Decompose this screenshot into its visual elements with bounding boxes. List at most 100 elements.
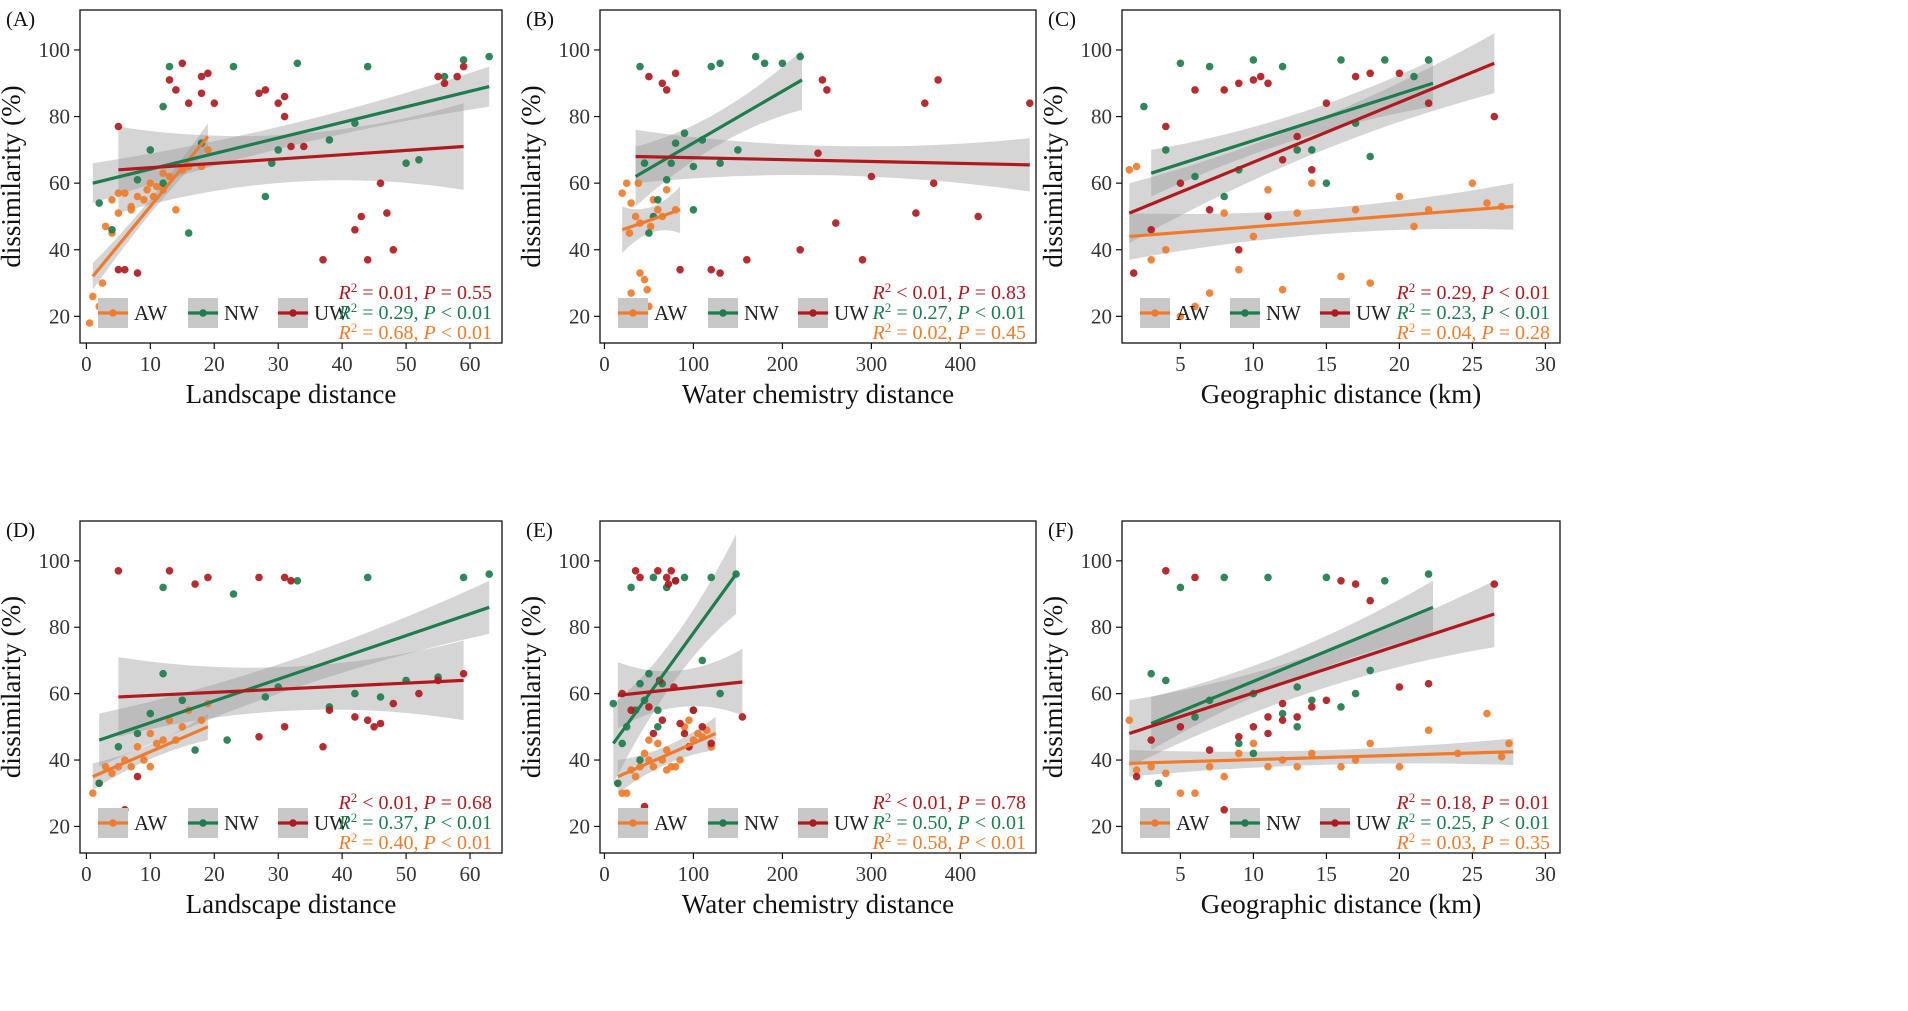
x-tick-label: 200 [767, 352, 799, 376]
data-point-uw [1264, 729, 1272, 738]
data-point-uw [255, 733, 263, 741]
plot-frame [599, 9, 1037, 344]
data-point-aw [1264, 186, 1272, 194]
legend-dot-aw [629, 819, 637, 827]
data-point-uw [255, 89, 263, 98]
x-tick-label: 200 [767, 862, 799, 886]
data-point-nw [1293, 683, 1301, 691]
data-point-aw [627, 289, 635, 297]
y-tick-label: 100 [559, 38, 591, 62]
data-point-aw [1366, 279, 1374, 287]
data-point-aw [108, 769, 116, 778]
regression-line-nw [1150, 81, 1434, 175]
y-tick-label: 60 [569, 171, 590, 195]
data-point-uw [363, 255, 372, 264]
data-point-uw [654, 567, 662, 575]
legend-dot-uw [809, 309, 817, 317]
data-point-uw [814, 149, 822, 157]
legend-dot-aw [109, 309, 117, 317]
regression-line-aw [621, 208, 681, 232]
data-point-uw [645, 72, 653, 81]
regression-line-nw [612, 573, 738, 745]
regression-line-uw [635, 154, 1030, 167]
data-point-nw [707, 62, 715, 71]
data-point-aw [152, 182, 161, 191]
data-point-nw [1381, 56, 1389, 64]
data-point-uw [631, 567, 640, 575]
data-point-uw [1264, 713, 1272, 721]
regression-line-aw [617, 732, 717, 779]
data-point-uw [415, 689, 423, 698]
data-point-nw [1337, 56, 1345, 64]
data-point-nw [1293, 723, 1301, 731]
data-point-uw [636, 573, 644, 582]
data-point-aw [1308, 749, 1316, 758]
data-point-uw [376, 179, 385, 187]
data-point-uw [738, 713, 747, 721]
data-point-nw [223, 736, 231, 744]
data-point-aw [1132, 766, 1141, 774]
stat-uw: R2 = 0.01, P = 0.55 [338, 280, 493, 305]
y-tick-label: 40 [569, 748, 590, 772]
data-point-uw [707, 265, 715, 274]
data-point-aw [649, 762, 658, 771]
data-point-uw [389, 699, 398, 708]
data-point-aw [1249, 232, 1258, 241]
x-tick-label: 30 [1535, 862, 1556, 886]
data-point-aw [631, 212, 640, 221]
x-axis-label: Water chemistry distance [682, 379, 954, 409]
x-tick-label: 300 [856, 352, 888, 376]
data-point-nw [689, 162, 698, 171]
data-point-uw [796, 246, 804, 254]
y-tick-label: 60 [49, 682, 70, 706]
data-point-uw [1220, 86, 1228, 94]
data-point-aw [671, 762, 680, 771]
data-point-nw [363, 573, 372, 582]
data-point-uw [383, 209, 391, 217]
regression-line-uw [1128, 61, 1495, 215]
data-point-aw [646, 222, 655, 231]
data-point-aw [1162, 246, 1170, 254]
legend-label-uw: UW [1356, 811, 1391, 835]
data-point-aw [622, 789, 631, 797]
y-axis-label: dissimilarity (%) [1038, 596, 1068, 778]
panel-tag: (A) [6, 7, 35, 31]
data-point-aw [1191, 302, 1199, 311]
data-point-uw [1132, 772, 1141, 781]
y-tick-label: 20 [1091, 814, 1112, 838]
legend-label-aw: AW [1176, 301, 1209, 325]
data-point-aw [1395, 192, 1404, 201]
data-point-nw [1351, 689, 1360, 698]
y-axis-label: dissimilarity (%) [0, 596, 26, 778]
data-point-nw [178, 696, 187, 705]
stat-aw: R2 = 0.40, P < 0.01 [338, 830, 493, 855]
data-point-uw [1264, 212, 1272, 221]
data-point-uw [133, 772, 142, 781]
data-point-uw [1337, 577, 1345, 585]
stat-uw: R2 = 0.18, P = 0.01 [1396, 790, 1551, 815]
panel-tag: (C) [1048, 7, 1076, 31]
data-point-aw [159, 736, 167, 744]
regression-line-nw [98, 605, 490, 742]
data-point-nw [1140, 102, 1148, 111]
x-tick-label: 30 [1535, 352, 1556, 376]
data-point-aw [1147, 762, 1155, 771]
data-point-nw [654, 706, 662, 714]
x-tick-label: 30 [268, 862, 289, 886]
data-point-nw [1176, 583, 1185, 592]
data-point-nw [1424, 570, 1433, 578]
data-point-uw [676, 719, 684, 728]
legend-dot-aw [109, 819, 117, 827]
data-point-uw [912, 209, 920, 217]
data-point-uw [1293, 713, 1301, 721]
data-point-aw [1410, 222, 1418, 231]
data-point-uw [664, 580, 673, 588]
data-point-nw [376, 693, 385, 701]
data-point-uw [1129, 269, 1138, 277]
data-point-nw [325, 136, 334, 144]
data-point-uw [658, 716, 667, 724]
legend-dot-aw [1151, 819, 1159, 827]
data-point-uw [1278, 716, 1287, 724]
legend-label-nw: NW [224, 301, 259, 325]
